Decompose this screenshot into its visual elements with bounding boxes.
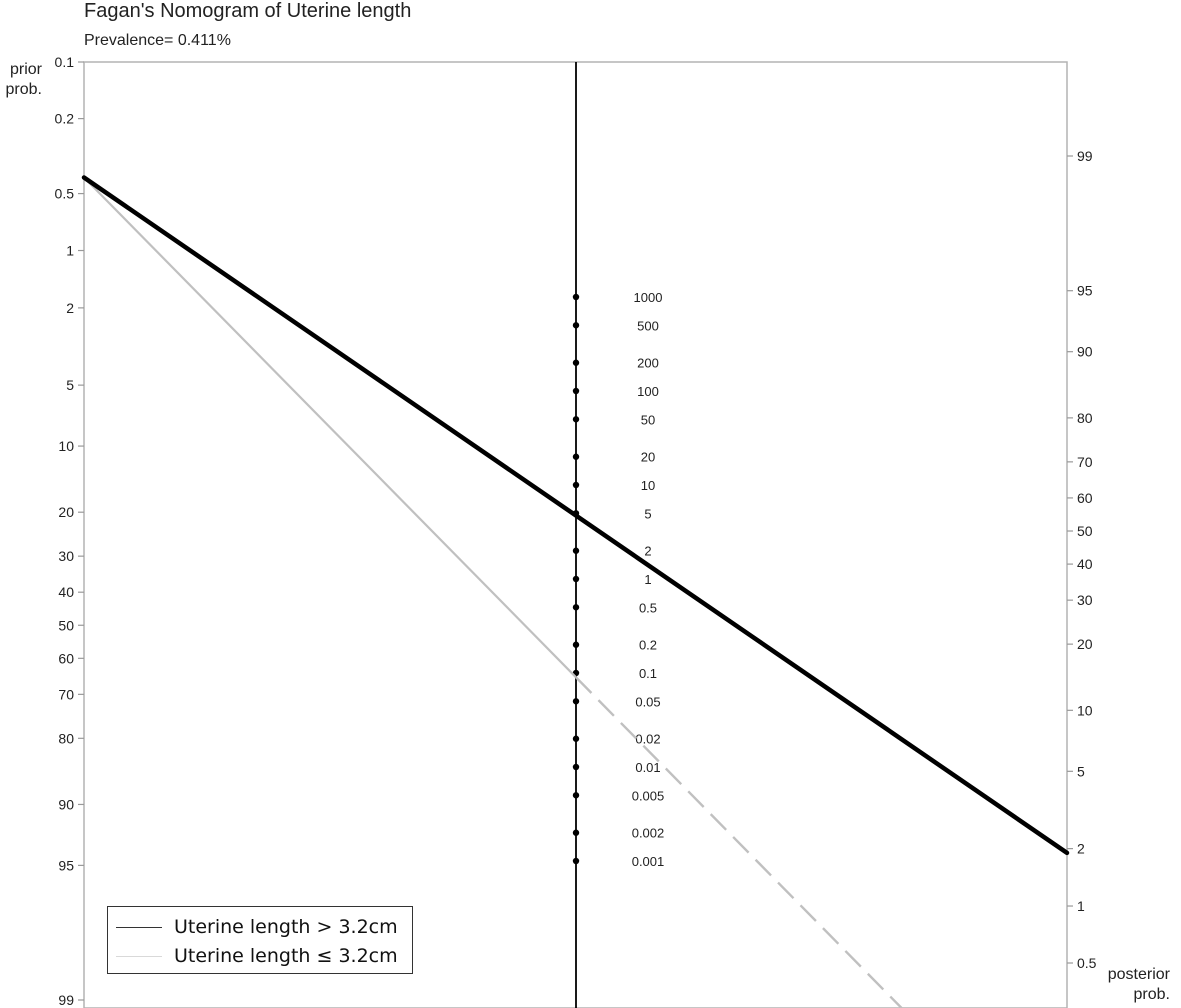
right-axis-tick-label: 20 — [1077, 636, 1093, 652]
likelihood-ratio-point — [572, 453, 580, 460]
left-axis-tick-label: 60 — [58, 650, 74, 666]
right-axis-tick-label: 40 — [1077, 556, 1093, 572]
left-axis-tick-label: 20 — [58, 504, 74, 520]
left-axis-tick-label: 1 — [66, 243, 74, 259]
right-axis-tick-label: 30 — [1077, 592, 1093, 608]
left-axis-tick-label: 90 — [58, 796, 74, 812]
left-axis-label-line-1: prior — [9, 61, 42, 78]
left-axis-tick-label: 50 — [58, 617, 74, 633]
likelihood-ratio-point — [572, 481, 580, 489]
left-axis-tick-label: 40 — [58, 584, 74, 600]
likelihood-ratio-point — [572, 829, 580, 836]
likelihood-ratio-point — [572, 604, 580, 611]
left-axis-tick-label: 5 — [66, 377, 74, 393]
left-axis-label-line-2: prob. — [5, 81, 42, 98]
left-axis-tick-label: 2 — [66, 300, 74, 316]
right-axis-tick-label: 10 — [1077, 702, 1093, 718]
likelihood-ratio-point — [572, 416, 580, 423]
likelihood-ratio-point — [572, 792, 580, 799]
right-axis-tick-label: 80 — [1077, 410, 1093, 426]
likelihood-ratio-label: 5 — [644, 506, 651, 521]
likelihood-ratio-label: 0.05 — [635, 694, 660, 709]
right-axis-tick-label: 0.5 — [1077, 955, 1097, 971]
left-axis-tick-label: 70 — [58, 686, 74, 702]
likelihood-ratio-label: 0.02 — [635, 732, 660, 747]
left-axis-tick-label: 0.2 — [55, 111, 75, 127]
right-axis-tick-label: 60 — [1077, 490, 1093, 506]
likelihood-ratio-label: 0.2 — [639, 638, 657, 653]
right-axis-tick-label: 70 — [1077, 454, 1093, 470]
likelihood-ratio-point — [572, 641, 580, 648]
legend-label-negative: Uterine length ≤ 3.2cm — [174, 945, 398, 967]
right-axis-tick-label: 5 — [1077, 763, 1085, 779]
left-axis-ticks: 0.1 0.2 0.5 1 2 5 10 20 30 40 50 60 70 80 90 95 99 — [55, 54, 84, 1008]
right-axis-tick-label: 50 — [1077, 523, 1093, 539]
right-axis-label-line-2: prob. — [1133, 986, 1170, 1003]
right-axis-tick-label: 95 — [1077, 283, 1093, 299]
legend-swatch-positive — [116, 926, 162, 928]
legend-item-negative: Uterine length ≤ 3.2cm — [116, 941, 398, 971]
legend-item-positive: Uterine length > 3.2cm — [116, 912, 398, 942]
likelihood-ratio-label: 0.01 — [635, 760, 660, 775]
left-axis-tick-label: 0.1 — [55, 54, 75, 70]
left-axis-tick-label: 10 — [58, 438, 74, 454]
left-axis-tick-label: 99 — [58, 992, 74, 1008]
legend-label-positive: Uterine length > 3.2cm — [174, 916, 398, 938]
likelihood-ratio-point — [572, 359, 580, 366]
likelihood-ratio-point — [572, 387, 580, 395]
series-lines — [81, 175, 1070, 1008]
left-axis-tick-label: 80 — [58, 730, 74, 746]
left-axis-tick-label: 95 — [58, 857, 74, 873]
legend-swatch-negative — [116, 955, 162, 957]
right-axis-label-line-1: posterior — [1107, 966, 1170, 983]
likelihood-ratio-label: 500 — [637, 318, 659, 333]
left-axis-tick-label: 0.5 — [55, 186, 75, 202]
likelihood-ratio-point — [572, 763, 580, 771]
likelihood-ratio-label: 50 — [641, 412, 655, 427]
likelihood-ratio-point — [572, 857, 580, 865]
right-axis-tick-label: 99 — [1077, 148, 1093, 164]
likelihood-ratio-point — [572, 547, 580, 554]
legend: Uterine length > 3.2cm Uterine length ≤ … — [107, 906, 413, 974]
likelihood-ratio-label: 1000 — [634, 290, 663, 305]
right-axis-tick-label: 2 — [1077, 841, 1085, 857]
likelihood-ratio-label: 1 — [644, 572, 651, 587]
likelihood-ratio-point — [572, 735, 580, 742]
right-axis-ticks: 99 95 90 80 70 60 50 40 30 20 10 5 2 1 0.5 — [1067, 148, 1097, 971]
likelihood-ratio-label: 0.001 — [632, 854, 665, 869]
likelihood-ratio-point — [572, 293, 580, 301]
chart-title: Fagan's Nomogram of Uterine length — [84, 0, 412, 22]
series-positive-line — [81, 175, 1070, 856]
series-negative-line-solid — [83, 176, 577, 679]
likelihood-ratio-label: 0.5 — [639, 600, 657, 615]
chart-subtitle: Prevalence= 0.411% — [84, 32, 231, 49]
likelihood-ratio-label: 200 — [637, 356, 659, 371]
right-axis-tick-label: 90 — [1077, 344, 1093, 360]
left-axis-label: prior prob. — [0, 60, 42, 100]
likelihood-ratio-label: 20 — [641, 450, 655, 465]
likelihood-ratio-point — [572, 575, 580, 583]
likelihood-ratio-label: 2 — [644, 544, 651, 559]
likelihood-ratio-label: 0.1 — [639, 666, 657, 681]
right-axis-tick-label: 1 — [1077, 898, 1085, 914]
likelihood-ratio-point — [572, 322, 580, 329]
left-axis-tick-label: 30 — [58, 548, 74, 564]
middle-axis-ticks: 1000 500 200 100 50 20 10 5 2 1 0.5 0.2 0.1 0.05 0.02 0… — [572, 290, 665, 869]
likelihood-ratio-label: 100 — [637, 384, 659, 399]
likelihood-ratio-point — [572, 698, 580, 705]
likelihood-ratio-label: 0.005 — [632, 788, 665, 803]
series-negative-line-dashed — [575, 676, 903, 1008]
likelihood-ratio-label: 0.002 — [632, 826, 665, 841]
likelihood-ratio-label: 10 — [641, 478, 655, 493]
right-axis-label: posterior prob. — [1098, 965, 1170, 1005]
